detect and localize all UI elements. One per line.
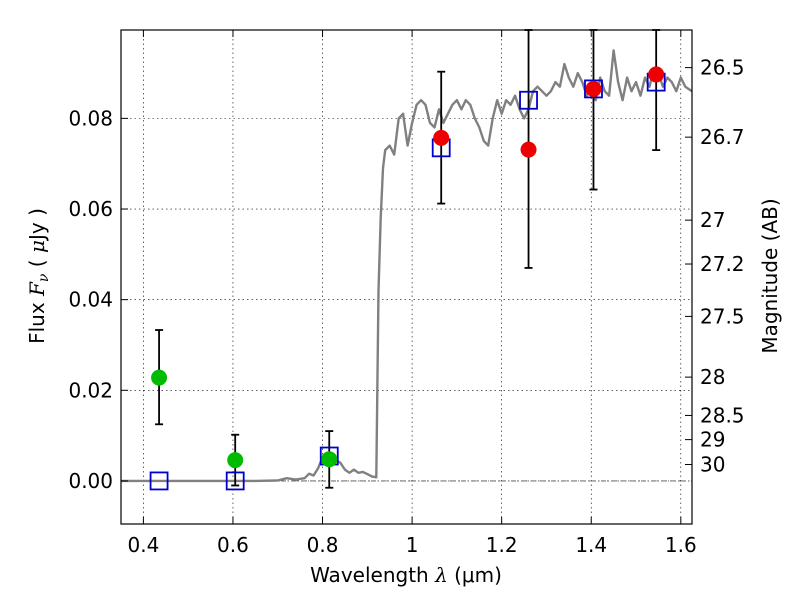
- detection-point: [648, 66, 665, 83]
- green-point: [321, 451, 338, 468]
- x-axis-label: Wavelength λ (μm): [310, 563, 502, 587]
- x-tick-label: 0.8: [307, 533, 339, 557]
- right-tick-label: 30: [700, 452, 725, 476]
- model-photometry-square: [584, 79, 603, 99]
- y-tick-label: 0.00: [68, 469, 113, 493]
- x-tick-label: 1.2: [486, 533, 518, 557]
- detection-point: [433, 129, 450, 146]
- right-tick-label: 29: [700, 428, 725, 452]
- y-tick-label: 0.06: [68, 197, 113, 221]
- model-photometry-square: [519, 90, 538, 110]
- x-tick-label: 1.4: [575, 533, 607, 557]
- x-tick-label: 1.6: [665, 533, 697, 557]
- right-axis-label: Magnitude (AB): [758, 198, 782, 353]
- right-tick-label: 28.5: [700, 403, 745, 427]
- plot-frame: [120, 29, 693, 525]
- right-tick-label: 26.5: [700, 56, 745, 80]
- right-tick-label: 28: [700, 365, 725, 389]
- right-tick-label: 27: [700, 208, 725, 232]
- y-tick-label: 0.04: [68, 288, 113, 312]
- model-photometry-square: [149, 471, 169, 491]
- green-point: [227, 452, 244, 469]
- y-tick-label: 0.02: [68, 378, 113, 402]
- green-point: [151, 369, 168, 386]
- detection-point: [585, 80, 602, 97]
- y-tick-label: 0.08: [68, 106, 113, 130]
- right-tick-label: 27.2: [700, 252, 745, 276]
- ticks: 0.4 0.6 0.8 1 1.2 1.4 1.6 0.00 0.02 0.04 0.06 0.08 2…: [68, 30, 745, 557]
- right-tick-label: 26.7: [700, 125, 745, 149]
- right-tick-label: 27.5: [700, 304, 745, 328]
- model-photometry-square: [225, 471, 245, 491]
- x-tick-label: 0.6: [217, 533, 249, 557]
- x-tick-label: 1: [406, 533, 419, 557]
- series-layer: [121, 29, 693, 491]
- detection-point: [520, 141, 537, 158]
- x-tick-label: 0.4: [127, 533, 159, 557]
- y-axis-label: Flux Fν ( μJy ): [25, 208, 52, 344]
